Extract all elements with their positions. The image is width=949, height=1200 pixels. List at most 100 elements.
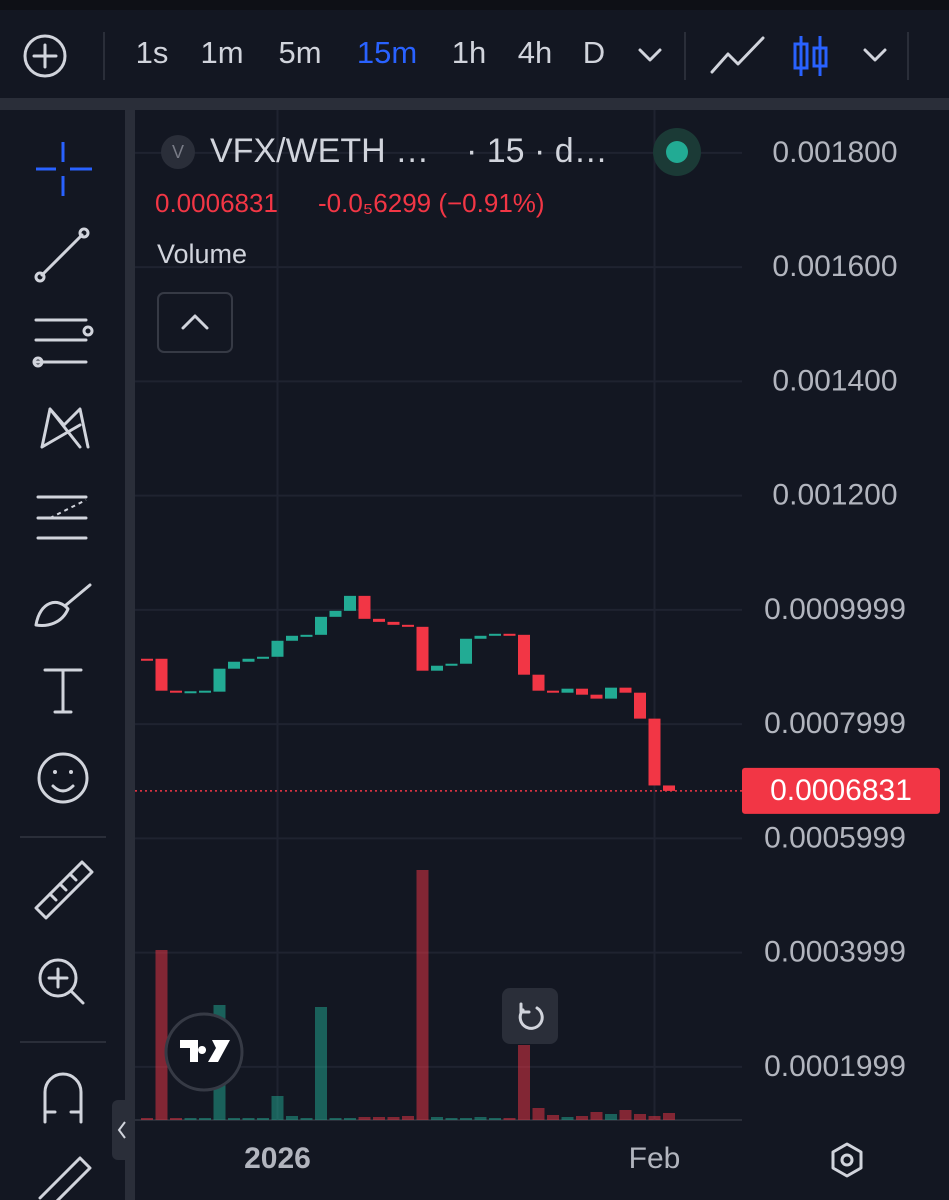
toolbar-separator — [0, 98, 949, 110]
interval-button[interactable]: 1s — [136, 35, 169, 70]
pattern-tool[interactable] — [40, 407, 90, 449]
volume-bar — [489, 1118, 501, 1120]
candle-body — [431, 665, 443, 671]
fib-tool[interactable] — [32, 318, 94, 368]
candle-body — [213, 668, 226, 692]
volume-bar — [199, 1118, 211, 1120]
volume-bar — [474, 1117, 487, 1120]
zoom-tool[interactable] — [38, 958, 85, 1005]
candle-body — [286, 635, 298, 641]
volume-bar — [634, 1114, 646, 1120]
text-tool[interactable] — [43, 668, 83, 714]
volume-bar — [503, 1118, 516, 1120]
volume-bar — [590, 1112, 603, 1120]
interval-dropdown[interactable] — [638, 48, 662, 62]
candle-body — [634, 692, 646, 719]
candle-body — [402, 624, 414, 627]
candle-body — [474, 635, 487, 639]
interval-button[interactable]: 5m — [278, 35, 321, 70]
candle-chart-button[interactable] — [793, 36, 828, 76]
candle-body — [199, 690, 211, 693]
volume-bar — [286, 1116, 298, 1120]
symbol-name[interactable]: VFX/WETH … — [210, 132, 429, 170]
status-strip — [0, 0, 949, 10]
volume-bar — [547, 1115, 559, 1120]
tradingview-logo[interactable] — [164, 1012, 244, 1092]
volume-bar — [257, 1118, 269, 1120]
volume-bar — [416, 870, 429, 1120]
candle-body — [561, 688, 574, 693]
collapse-toolbar-button[interactable] — [112, 1100, 132, 1160]
candle-body — [242, 658, 255, 662]
y-tick-label: 0.0005999 — [764, 821, 906, 854]
volume-bar — [228, 1118, 240, 1120]
candle-body — [445, 663, 458, 666]
volume-bar — [141, 1118, 153, 1120]
volume-bar — [619, 1110, 632, 1120]
candle-body — [228, 661, 240, 669]
volume-bar — [663, 1113, 675, 1120]
interval-button[interactable]: 1m — [200, 35, 243, 70]
emoji-tool[interactable] — [37, 752, 89, 804]
candle-body — [460, 638, 472, 664]
volume-bar — [242, 1118, 255, 1120]
volume-bar — [518, 1045, 530, 1120]
candle-body — [663, 785, 675, 791]
prediction-tool[interactable] — [36, 495, 88, 540]
y-tick-label: 0.0003999 — [764, 936, 906, 969]
y-tick-label: 0.001200 — [772, 479, 897, 512]
volume-legend: Volume — [157, 239, 247, 269]
candle-body — [605, 687, 617, 699]
settings-button[interactable] — [831, 1142, 863, 1178]
candle-body — [416, 626, 429, 671]
ruler-tool[interactable] — [34, 860, 94, 920]
y-tick-label: 0.001800 — [772, 136, 897, 169]
add-symbol-button[interactable] — [23, 34, 67, 78]
volume-bar — [576, 1116, 588, 1120]
candle-body — [648, 718, 661, 786]
symbol-logo — [161, 135, 195, 169]
collapse-legend-button[interactable] — [157, 292, 233, 353]
magnet-tool[interactable] — [43, 1072, 83, 1124]
volume-bar — [460, 1118, 472, 1120]
candle-body — [257, 656, 269, 659]
last-price: 0.0006831 — [155, 188, 278, 218]
candle-body — [358, 595, 371, 619]
candle-body — [619, 687, 632, 693]
last-price-box — [742, 767, 940, 814]
candle-body — [518, 634, 530, 675]
candle-body — [271, 640, 284, 657]
y-tick-label: 0.001600 — [772, 250, 897, 283]
volume-bar — [329, 1118, 342, 1120]
x-tick-label: Feb — [629, 1142, 681, 1175]
left-separator — [125, 110, 135, 1200]
brush-tool[interactable] — [34, 583, 92, 627]
volume-bar — [402, 1116, 414, 1120]
reset-button[interactable] — [502, 988, 558, 1044]
y-tick-label: 0.0009999 — [764, 593, 906, 626]
pencil-tool[interactable] — [38, 1156, 92, 1200]
interval-button[interactable]: D — [583, 35, 605, 70]
trendline-tool[interactable] — [34, 227, 90, 283]
candle-body — [155, 658, 168, 691]
candle-body — [329, 610, 342, 617]
candle-body — [590, 694, 603, 699]
interval-button[interactable]: 4h — [518, 35, 552, 70]
chart-type-dropdown[interactable] — [863, 48, 887, 62]
crosshair-tool[interactable] — [36, 142, 92, 196]
interval-button[interactable]: 15m — [357, 35, 417, 70]
candle-body — [184, 691, 197, 694]
volume-bar — [271, 1096, 284, 1120]
y-tick-label: 0.0001999 — [764, 1050, 906, 1083]
market-status-dot — [666, 141, 688, 163]
interval-button[interactable]: 1h — [452, 35, 486, 70]
volume-bar — [648, 1116, 661, 1120]
y-tick-label: 0.001400 — [772, 364, 897, 397]
symbol-interval: · 15 · d… — [466, 132, 608, 170]
volume-bar — [344, 1118, 356, 1120]
candle-body — [373, 618, 385, 622]
line-chart-button[interactable] — [710, 36, 765, 74]
candle-body — [300, 634, 313, 637]
volume-bar — [300, 1118, 313, 1120]
